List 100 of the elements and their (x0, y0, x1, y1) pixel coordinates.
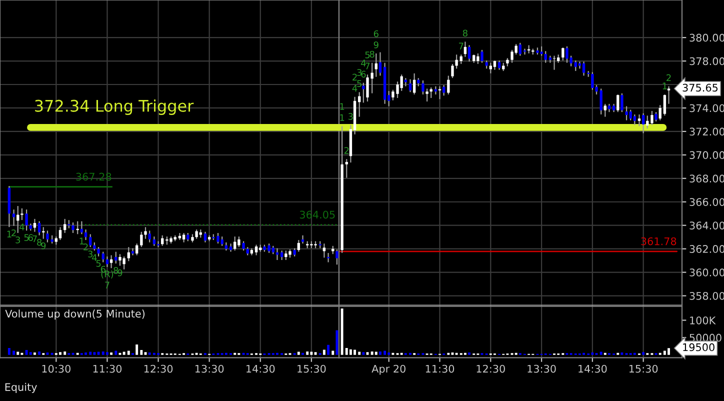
bar (379, 351, 382, 355)
bar (327, 344, 330, 355)
annotation: 5 (365, 52, 370, 58)
bar (89, 352, 92, 355)
bar (29, 352, 32, 355)
candlestick (140, 232, 143, 248)
annotation: 8 (37, 238, 42, 246)
bar (12, 350, 16, 355)
bar (322, 350, 326, 355)
bar (345, 348, 348, 355)
bar (468, 352, 470, 355)
candlestick (591, 72, 594, 90)
candlestick (422, 80, 424, 94)
annotation: 4 (352, 84, 358, 92)
x-tick-label: 13:30 (528, 364, 556, 373)
bar (148, 352, 151, 355)
candlestick (38, 221, 41, 236)
candlestick (658, 105, 662, 120)
bar (354, 350, 356, 355)
bar (122, 352, 126, 355)
annotation: 9 (374, 41, 378, 48)
candlestick (566, 46, 568, 63)
bar (64, 351, 66, 355)
candlestick (464, 42, 467, 57)
candlestick (72, 222, 74, 233)
bar (620, 352, 624, 355)
candlestick (638, 114, 641, 126)
x-tick-label: 12:30 (144, 364, 173, 373)
candlestick (480, 50, 484, 63)
annotation: 1 (7, 230, 12, 238)
candlestick (430, 87, 432, 98)
candlestick (642, 113, 645, 134)
candlestick (510, 50, 514, 63)
candlestick (518, 42, 522, 56)
bar (136, 344, 138, 355)
annotation: 1 (340, 103, 344, 110)
annotation: 8 (370, 50, 374, 58)
candlestick (178, 233, 182, 240)
annotation: 2 (12, 229, 16, 236)
candlestick (122, 256, 126, 270)
candlestick (378, 52, 382, 76)
bar (59, 352, 62, 355)
candlestick (358, 92, 361, 117)
candlestick (135, 244, 138, 256)
bar (8, 348, 10, 355)
x-tick-label: 14:30 (578, 364, 607, 373)
candlestick (110, 255, 113, 268)
annotation: 9 (118, 269, 122, 276)
candlestick (25, 210, 28, 231)
x-tick-label: Apr 20 (372, 364, 406, 375)
candlestick (616, 94, 620, 112)
annotation: 1 (340, 114, 344, 121)
annotation: 1 (662, 82, 667, 90)
candlestick (620, 93, 624, 112)
candlestick (562, 48, 564, 60)
candlestick (629, 110, 632, 120)
annotation: 3 (348, 113, 353, 120)
candlestick (408, 79, 412, 92)
annotation: 7 (459, 42, 464, 50)
annotation: 8 (462, 30, 468, 37)
candlestick (68, 220, 70, 228)
bar (340, 308, 344, 355)
bar (33, 352, 36, 355)
bar (84, 352, 87, 355)
candlestick (400, 74, 403, 91)
candlestick (426, 88, 428, 102)
candlestick (234, 236, 236, 251)
candlestick (20, 208, 24, 220)
bar (332, 350, 334, 355)
candlestick (438, 86, 442, 100)
candlestick (144, 227, 147, 239)
candlestick (455, 54, 458, 69)
candlestick (42, 227, 45, 239)
annotation: 5 (357, 80, 362, 88)
candlestick (336, 249, 338, 265)
annotation: 7 (365, 62, 370, 70)
annotation: 2 (344, 147, 349, 154)
bar (336, 330, 338, 355)
x-tick-label: 12:30 (476, 364, 505, 373)
candlestick (663, 94, 666, 116)
bar (349, 349, 352, 355)
x-tick-label: 11:30 (93, 364, 122, 373)
bar (102, 351, 104, 355)
annotation: 375.65 (682, 84, 718, 92)
annotation: 2 (352, 74, 357, 80)
bar (600, 352, 602, 355)
candlestick (89, 234, 92, 248)
y-tick-label: 100K (690, 316, 716, 324)
bar (114, 350, 118, 355)
bar (370, 351, 374, 355)
candlestick (131, 248, 134, 256)
bar (642, 352, 645, 355)
candlestick (204, 232, 207, 242)
candlestick (156, 241, 160, 248)
candlestick (63, 218, 66, 233)
ref-line-label: 361.78 (641, 237, 676, 246)
candlestick (322, 244, 326, 258)
x-tick-label: 11:30 (426, 364, 454, 373)
candlestick (80, 221, 84, 234)
candlestick (58, 227, 62, 240)
